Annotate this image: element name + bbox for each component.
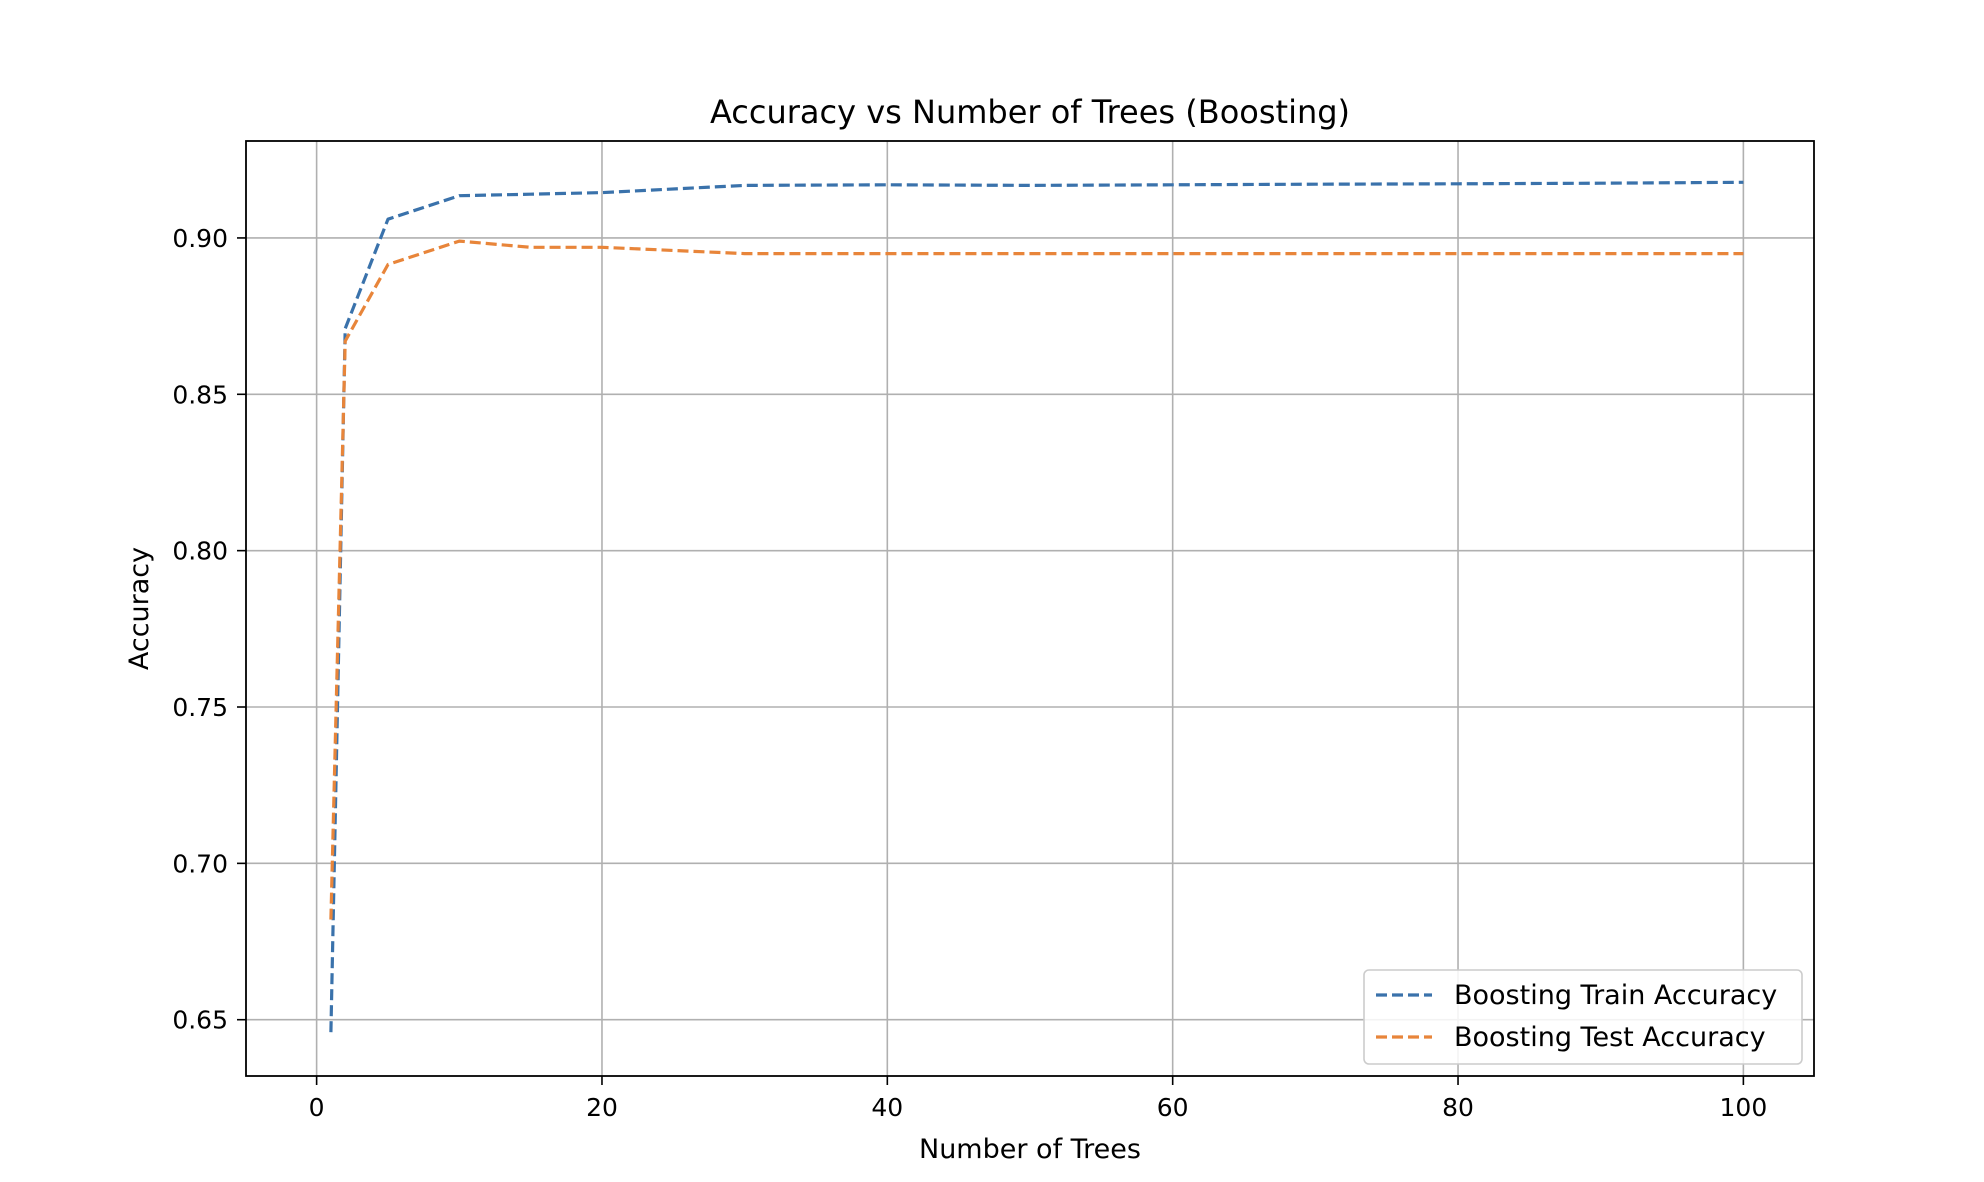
test-accuracy-line [329,239,1744,920]
x-axis-title: Number of Trees [919,1134,1141,1165]
y-tick-label: 0.80 [172,537,228,566]
y-tick-label: 0.70 [172,849,228,878]
legend-label: Boosting Train Accuracy [1454,980,1777,1011]
legend-label: Boosting Test Accuracy [1454,1022,1766,1053]
y-tick-label: 0.65 [172,1006,228,1035]
ticks: 0 20 40 60 80 100 0.65 0.70 0.75 0.80 0.85 0.90 [172,224,1767,1122]
x-tick-label: 60 [1157,1093,1189,1122]
train-accuracy-line [329,180,1744,1033]
chart-title: Accuracy vs Number of Trees (Boosting) [710,93,1350,131]
y-axis-title: Accuracy [124,547,155,670]
x-tick-label: 100 [1720,1093,1768,1122]
series-lines [329,180,1744,1033]
plot-frame [245,140,1815,1077]
x-tick-label: 40 [871,1093,903,1122]
legend-box [1363,969,1803,1065]
y-tick-label: 0.75 [172,693,228,722]
x-tick-label: 80 [1442,1093,1474,1122]
x-tick-label: 20 [586,1093,618,1122]
x-tick-label: 0 [309,1093,325,1122]
y-tick-label: 0.90 [172,224,228,253]
y-tick-label: 0.85 [172,380,228,409]
legend: Boosting Train Accuracy Boosting Test Acc… [1363,969,1803,1065]
